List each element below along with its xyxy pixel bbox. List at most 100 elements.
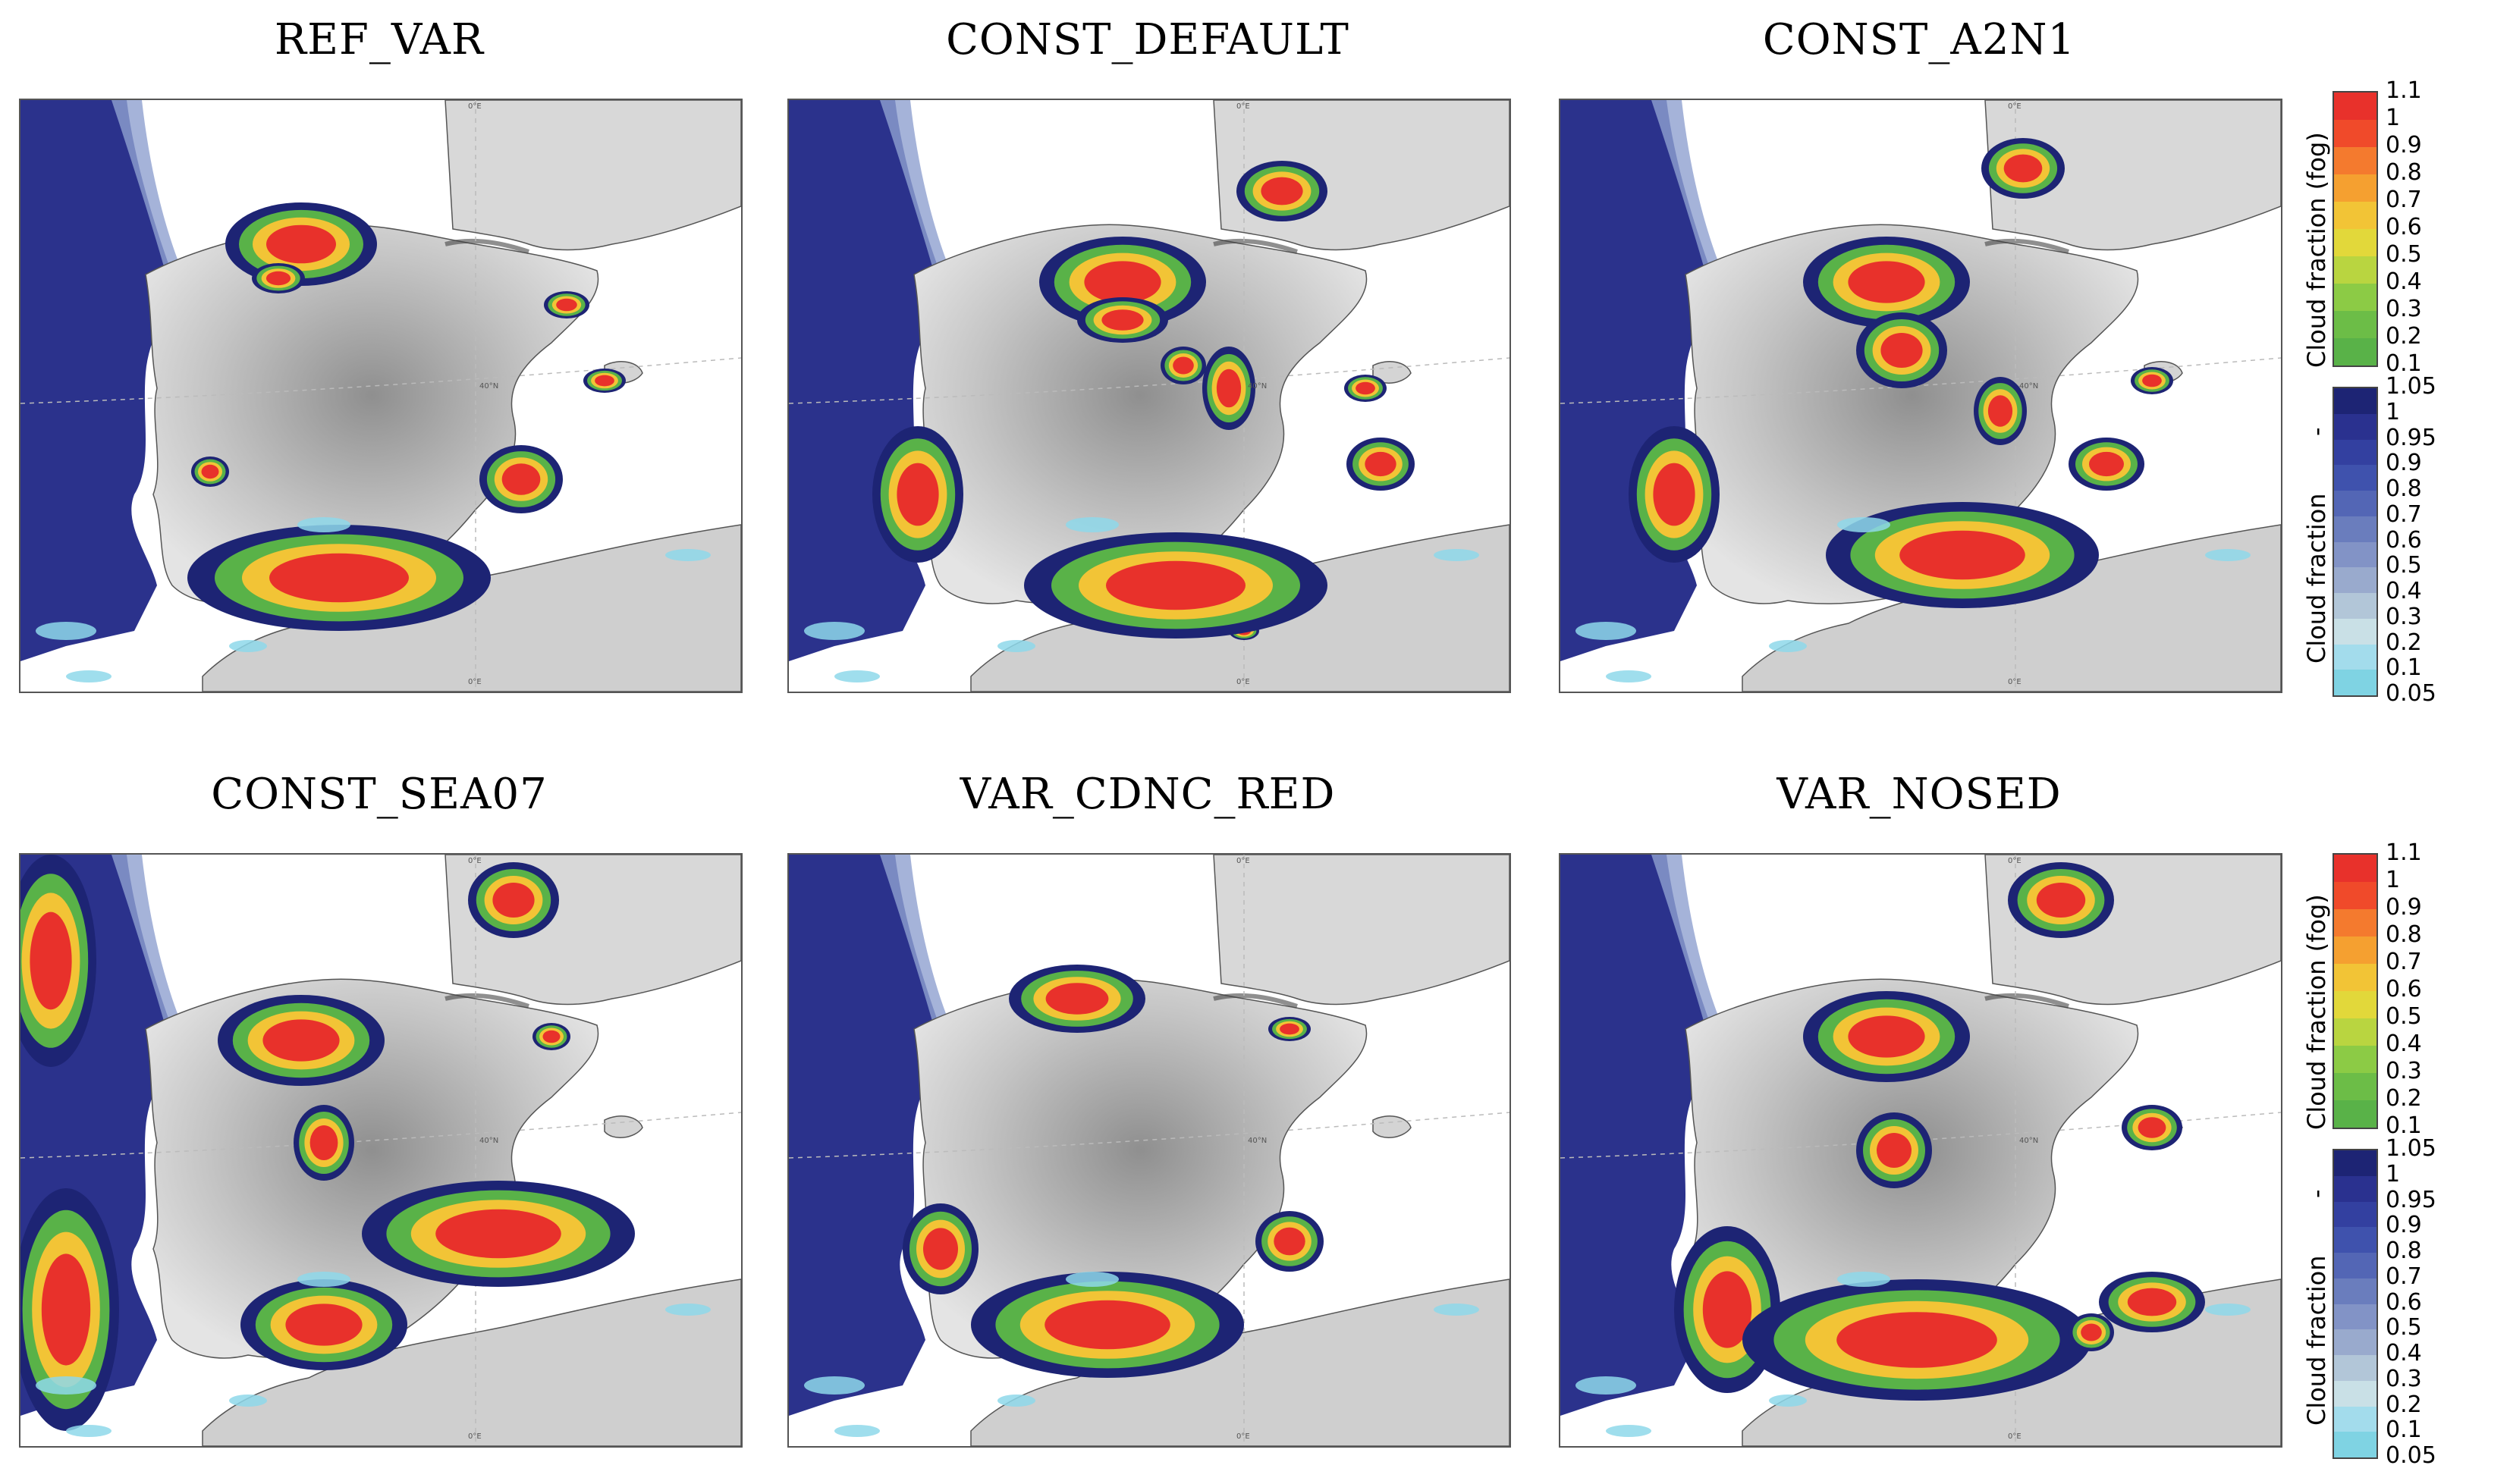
fog-tick-label: 1 [2386,105,2401,131]
cloud-color-step [2334,567,2376,593]
fog-tick-label: 0.2 [2386,323,2422,350]
latitude-gridline [20,357,741,404]
cloud-fog-region [187,525,491,631]
fog-color-step [2334,174,2376,202]
cloud-fog-region [2099,1272,2205,1332]
lat-label: 40°N [479,382,499,391]
colorbar-bottom: 1.1 1 0.9 0.8 0.7 0.6 0.5 0.4 0.3 0.2 0.1 1.05 1 0.95… [2302,842,2507,1471]
low-cloud-patch [66,1425,112,1437]
cloud-fog-region [2122,1105,2182,1150]
fog-tick-label: 1 [2386,867,2401,893]
fog-color-step [2334,284,2376,311]
cloud-color-step [2334,1175,2376,1202]
ocean-cloud-area [1560,100,1714,661]
fog-tick-label: 0.5 [2386,1003,2422,1030]
fog-color-step [2334,1073,2376,1100]
cloud-tick-label: 0.3 [2386,603,2422,630]
cloud-fog-region [2069,438,2144,491]
lon-label-top: 0°E [468,857,482,865]
fog-color-step [2334,1046,2376,1073]
fog-tick-label: 0.6 [2386,214,2422,240]
panel-const-a2n1: CONST_A2N1 0°E 0°E 40°N [1559,15,2282,698]
panel-title: VAR_NOSED [1776,770,2062,819]
panel-title: CONST_A2N1 [1762,15,2076,64]
fog-color-step [2334,93,2376,120]
low-cloud-patch [997,640,1035,652]
cloud-fog-region [191,456,229,487]
fog-color-step [2334,909,2376,937]
cloud-color-step [2334,1432,2376,1457]
fog-color-step [2334,991,2376,1018]
low-cloud-patch [229,1395,267,1407]
low-cloud-patch [665,1304,711,1316]
lon-label-top: 0°E [2008,857,2022,865]
lon-label-top: 0°E [1236,102,1250,111]
low-cloud-patch [297,1272,350,1287]
low-cloud-patch [36,622,96,640]
cloud-tick-label: 1.05 [2386,373,2436,400]
cloud-fog-region [362,1181,635,1287]
fog-tick-label: 0.3 [2386,1058,2422,1084]
panel-var-cdnc-red: VAR_CDNC_RED 0°E 0°E 40°N [787,770,1511,1452]
low-cloud-patch [804,622,865,640]
fog-color-step [2334,202,2376,229]
cloud-fog-region [1856,312,1947,388]
fog-color-step [2334,147,2376,174]
cloud-tick-label: 0.3 [2386,1365,2422,1392]
lon-label-top: 0°E [1236,857,1250,865]
cloud-fog-region [1236,161,1327,221]
map: 0°E 0°E 40°N [19,99,743,693]
cloud-color-step [2334,1253,2376,1278]
lon-label-bottom: 0°E [468,678,482,686]
cloud-axis-label: Cloud fraction [2302,493,2331,664]
latitude-gridline [20,1112,741,1159]
cloud-color-step [2334,593,2376,619]
cloud-fog-region [1039,237,1206,328]
cloud-tick-label: 0.6 [2386,526,2422,554]
lat-label: 40°N [1248,1137,1268,1145]
cloud-fog-region [1974,377,2027,445]
cloud-fog-region [20,855,96,1067]
cloud-color-step [2334,465,2376,491]
cloud-fog-region [1009,965,1145,1033]
cloud-tick-label: 0.8 [2386,475,2422,502]
lon-label-bottom: 0°E [2008,678,2022,686]
cloud-fog-region [252,263,305,293]
africa-land [202,1278,741,1446]
iberia-land [145,224,599,604]
cloud-colorbar [2333,387,2378,697]
pyrenees-relief [1213,993,1298,1009]
cloud-tick-label: 1 [2386,398,2401,425]
map: 0°E 0°E 40°N [1559,853,2282,1448]
fog-tick-label: 0.5 [2386,241,2422,268]
fog-axis-label: Cloud fraction (fog) [2302,894,2331,1130]
low-cloud-patch [297,517,350,532]
cloud-fog-region [532,1023,570,1050]
cloud-fog-region [2008,862,2114,938]
panel-const-default: CONST_DEFAULT 0°E 0°E 40°N [787,15,1511,698]
fog-tick-label: 0.8 [2386,159,2422,186]
fog-color-step [2334,1100,2376,1128]
coastal-cloud-edge [880,100,952,282]
low-cloud-patch [1769,640,1807,652]
cloud-axis-label: Cloud fraction [2302,1255,2331,1426]
cloud-tick-label: 0.95 [2386,1186,2436,1213]
fog-tick-label: 0.7 [2386,187,2422,213]
cloud-fog-region [1202,347,1255,430]
fog-color-step [2334,229,2376,256]
cloud-tick-label: 1.05 [2386,1135,2436,1162]
fog-colorbar [2333,853,2378,1129]
low-cloud-patch [665,549,711,561]
cloud-color-step [2334,541,2376,568]
cloud-tick-label: 0.7 [2386,500,2422,528]
colorbar-top: 1.1 1 0.9 0.8 0.7 0.6 0.5 0.4 0.3 0.2 0.1 1.05 1 0.95… [2302,80,2507,709]
low-cloud-patch [1769,1395,1807,1407]
cloud-fog-region [2069,1313,2114,1351]
cloud-fog-region [1856,1112,1932,1188]
cloud-fog-region [971,1272,1244,1378]
france-land [1213,855,1509,1006]
fog-tick-label: 0.8 [2386,921,2422,948]
low-cloud-patch [36,1376,96,1395]
fog-color-step [2334,1018,2376,1046]
lon-label-bottom: 0°E [2008,1432,2022,1441]
